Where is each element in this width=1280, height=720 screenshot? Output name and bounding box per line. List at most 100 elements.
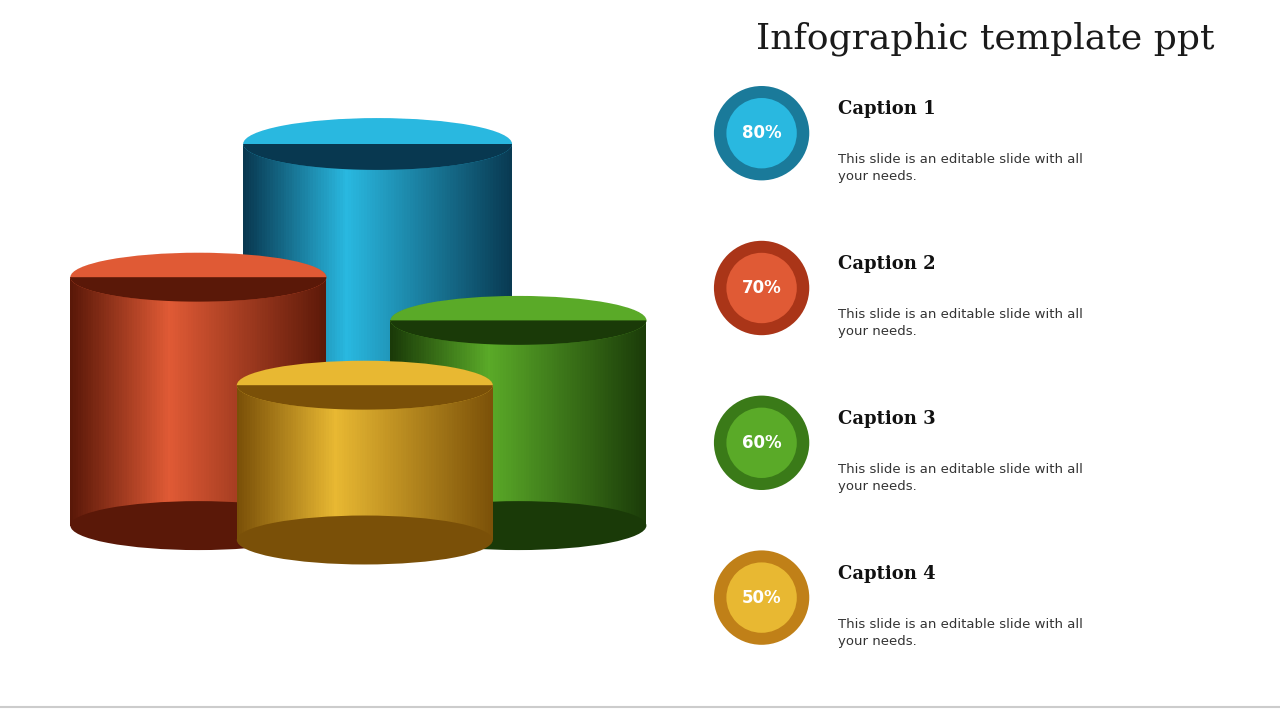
Polygon shape <box>265 385 268 540</box>
Polygon shape <box>257 371 261 372</box>
Polygon shape <box>314 385 316 540</box>
Polygon shape <box>490 130 494 131</box>
Polygon shape <box>155 277 157 526</box>
Polygon shape <box>402 144 404 475</box>
Polygon shape <box>324 385 326 540</box>
Polygon shape <box>93 277 96 526</box>
Polygon shape <box>323 271 324 272</box>
Polygon shape <box>101 277 104 526</box>
Polygon shape <box>284 365 289 366</box>
Polygon shape <box>613 304 618 305</box>
Polygon shape <box>293 123 298 124</box>
Polygon shape <box>506 136 507 138</box>
Polygon shape <box>279 258 284 259</box>
Polygon shape <box>316 385 319 540</box>
Text: This slide is an editable slide with all
your needs.: This slide is an editable slide with all… <box>838 308 1083 338</box>
Polygon shape <box>244 277 247 526</box>
Polygon shape <box>626 320 628 526</box>
Text: This slide is an editable slide with all
your needs.: This slide is an editable slide with all… <box>838 153 1083 183</box>
Polygon shape <box>81 277 83 526</box>
Text: Caption 1: Caption 1 <box>838 100 936 118</box>
Polygon shape <box>324 277 326 526</box>
Polygon shape <box>429 385 431 540</box>
Polygon shape <box>417 144 421 475</box>
Polygon shape <box>326 385 329 540</box>
Polygon shape <box>113 258 118 259</box>
Polygon shape <box>399 310 402 312</box>
Polygon shape <box>298 122 305 123</box>
Polygon shape <box>329 144 332 475</box>
Polygon shape <box>316 277 319 526</box>
Polygon shape <box>301 385 303 540</box>
Polygon shape <box>397 144 399 475</box>
Polygon shape <box>289 144 292 475</box>
Polygon shape <box>429 144 431 475</box>
Polygon shape <box>507 144 509 475</box>
Polygon shape <box>312 266 315 267</box>
Polygon shape <box>500 133 503 135</box>
Polygon shape <box>178 277 180 526</box>
Polygon shape <box>316 144 319 475</box>
Polygon shape <box>346 144 348 475</box>
Polygon shape <box>439 385 442 540</box>
Polygon shape <box>502 144 504 475</box>
Polygon shape <box>257 371 261 372</box>
Polygon shape <box>539 320 541 526</box>
Polygon shape <box>134 277 137 526</box>
Polygon shape <box>411 320 413 526</box>
Ellipse shape <box>714 240 809 336</box>
Polygon shape <box>436 320 439 526</box>
Polygon shape <box>175 277 178 526</box>
Polygon shape <box>319 385 321 540</box>
Polygon shape <box>421 320 424 526</box>
Polygon shape <box>353 144 356 475</box>
Text: Infographic template ppt: Infographic template ppt <box>756 22 1215 56</box>
Polygon shape <box>270 144 273 475</box>
Polygon shape <box>475 385 477 540</box>
Polygon shape <box>70 277 73 526</box>
Polygon shape <box>358 144 361 475</box>
Polygon shape <box>298 122 305 123</box>
Polygon shape <box>489 379 490 380</box>
Polygon shape <box>415 144 417 475</box>
Ellipse shape <box>726 253 796 323</box>
Polygon shape <box>472 320 475 526</box>
Polygon shape <box>467 320 470 526</box>
Polygon shape <box>108 259 113 260</box>
Polygon shape <box>554 320 557 526</box>
Ellipse shape <box>243 118 512 170</box>
Polygon shape <box>301 277 303 526</box>
Polygon shape <box>483 127 486 129</box>
Polygon shape <box>621 320 623 526</box>
Polygon shape <box>449 385 452 540</box>
Polygon shape <box>334 385 337 540</box>
Polygon shape <box>426 385 429 540</box>
Polygon shape <box>265 277 268 526</box>
Ellipse shape <box>237 516 493 564</box>
Polygon shape <box>99 277 101 526</box>
Polygon shape <box>465 370 468 371</box>
Polygon shape <box>315 267 317 269</box>
Polygon shape <box>407 307 411 308</box>
Polygon shape <box>498 320 500 526</box>
Polygon shape <box>557 320 559 526</box>
Polygon shape <box>413 320 416 526</box>
Polygon shape <box>119 277 122 526</box>
Polygon shape <box>73 277 76 526</box>
Polygon shape <box>521 320 524 526</box>
Polygon shape <box>294 144 297 475</box>
Polygon shape <box>507 138 509 139</box>
Polygon shape <box>293 277 296 526</box>
Polygon shape <box>365 385 367 540</box>
Polygon shape <box>630 308 632 310</box>
Polygon shape <box>265 144 268 475</box>
Polygon shape <box>204 277 206 526</box>
Polygon shape <box>609 303 613 304</box>
Polygon shape <box>260 277 262 526</box>
Polygon shape <box>252 277 255 526</box>
Polygon shape <box>246 138 248 139</box>
Polygon shape <box>458 144 461 475</box>
Ellipse shape <box>70 501 326 550</box>
Polygon shape <box>403 385 406 540</box>
Polygon shape <box>370 385 372 540</box>
